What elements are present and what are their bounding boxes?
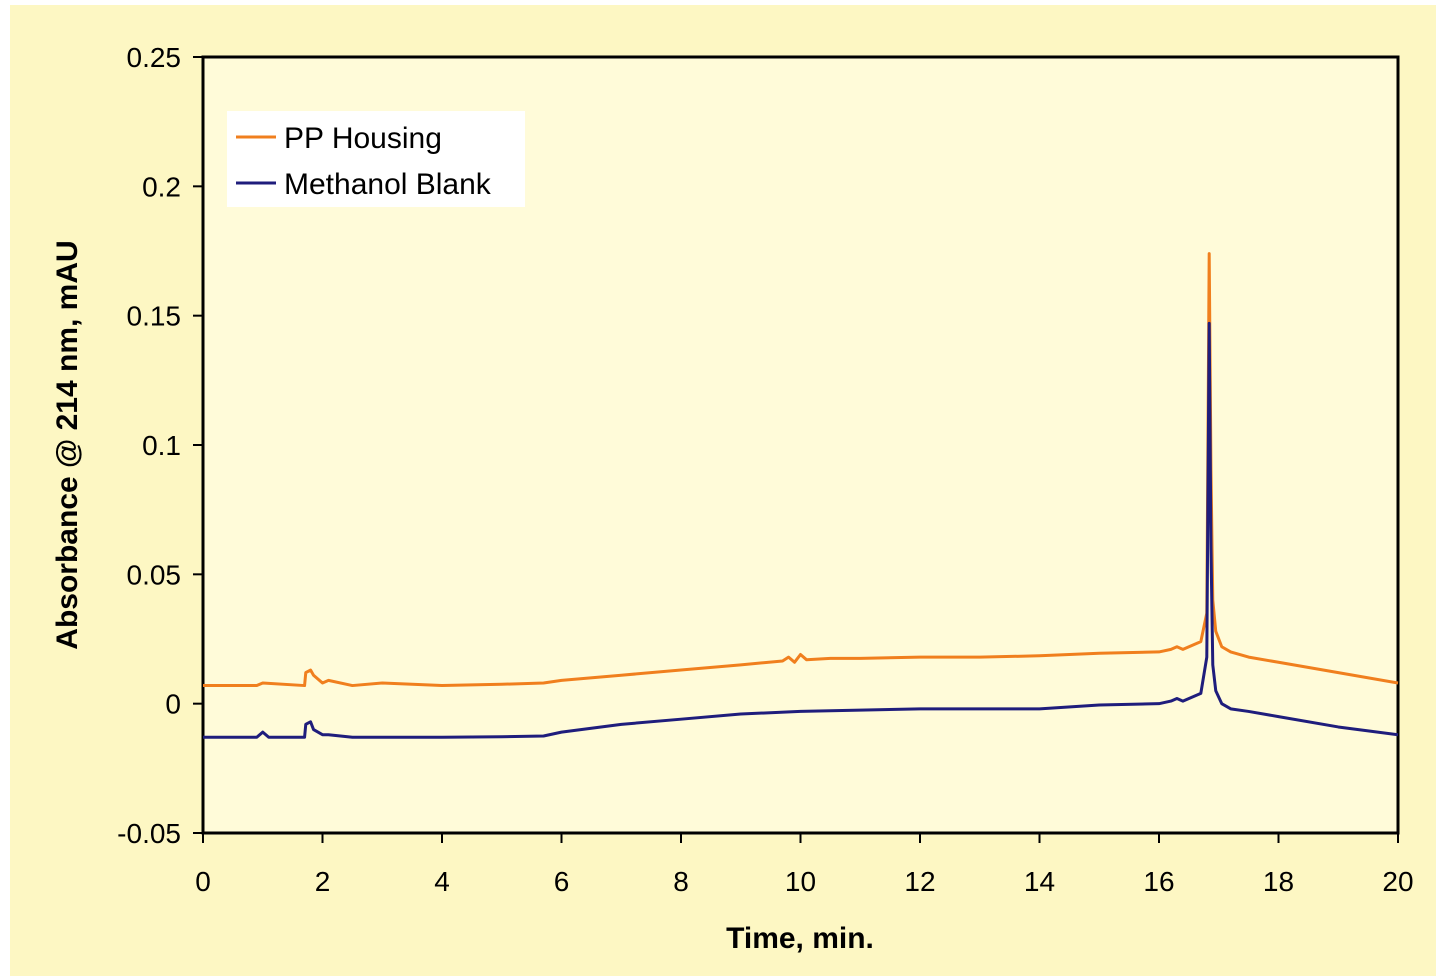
x-tick-label: 8: [673, 866, 689, 897]
y-tick-label: -0.05: [117, 818, 181, 849]
x-tick-label: 12: [904, 866, 935, 897]
y-tick-label: 0.1: [142, 430, 181, 461]
x-axis-title: Time, min.: [726, 922, 874, 955]
y-tick-label: 0.25: [127, 42, 182, 73]
y-axis: -0.05 0 0.05 0.1 0.15 0.2 0.25: [117, 42, 203, 849]
series-line-methanol-blank: [203, 321, 1399, 739]
legend-label-methanol-blank: Methanol Blank: [284, 168, 492, 201]
series-layer: [203, 252, 1399, 739]
x-tick-label: 18: [1263, 866, 1294, 897]
legend-label-pp-housing: PP Housing: [284, 122, 442, 155]
x-tick-label: 10: [785, 866, 816, 897]
y-tick-label: 0.2: [142, 171, 181, 202]
x-tick-label: 14: [1024, 866, 1055, 897]
y-tick-label: 0: [165, 689, 181, 720]
x-tick-label: 20: [1382, 866, 1413, 897]
x-tick-label: 2: [315, 866, 331, 897]
y-axis-title: Absorbance @ 214 nm, mAU: [51, 240, 84, 649]
x-axis: 0 2 4 6 8 10 12 14 16 18 20: [195, 833, 1414, 897]
legend: PP Housing Methanol Blank: [227, 111, 525, 207]
y-tick-label: 0.05: [127, 559, 182, 590]
x-tick-label: 4: [434, 866, 450, 897]
x-tick-label: 0: [195, 866, 211, 897]
x-tick-label: 16: [1143, 866, 1174, 897]
legend-box: [227, 111, 525, 207]
x-tick-label: 6: [554, 866, 570, 897]
y-tick-label: 0.15: [127, 301, 182, 332]
